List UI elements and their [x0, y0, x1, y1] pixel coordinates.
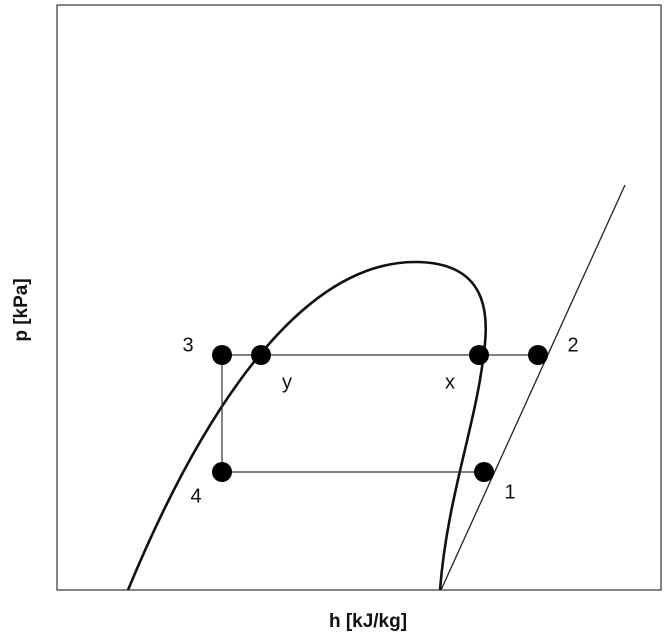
y-axis-label: p [kPa]: [11, 278, 32, 341]
plot-frame: [56, 4, 662, 591]
point-label: 1: [504, 481, 515, 503]
point-label: y: [282, 371, 292, 393]
state-point: [212, 462, 232, 482]
isentrope-line: [440, 184, 626, 591]
point-label: x: [445, 371, 455, 393]
state-point: [474, 462, 494, 482]
state-point: [469, 345, 489, 365]
x-axis-label: h [kJ/kg]: [329, 611, 407, 632]
point-label: 2: [567, 334, 578, 356]
state-point: [212, 345, 232, 365]
point-label: 4: [190, 485, 201, 507]
point-label: 3: [182, 334, 193, 356]
saturation-curve: [126, 260, 487, 591]
state-point: [528, 345, 548, 365]
state-point: [251, 345, 271, 365]
